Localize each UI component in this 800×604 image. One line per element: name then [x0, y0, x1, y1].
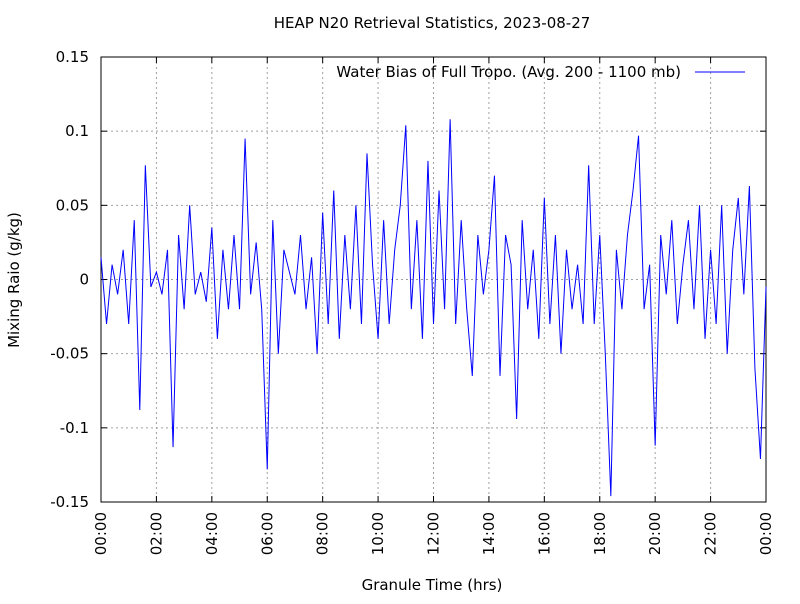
x-tick-label: 04:00	[203, 512, 221, 555]
x-tick-label: 06:00	[258, 512, 276, 555]
x-tick-label: 00:00	[92, 512, 110, 555]
y-tick-label: -0.15	[50, 493, 89, 511]
data-line	[100, 119, 767, 497]
x-tick-label: 10:00	[369, 512, 387, 555]
y-tick-label: -0.1	[60, 419, 89, 437]
x-tick-label: 20:00	[646, 512, 664, 555]
x-tick-label: 08:00	[314, 512, 332, 555]
legend-label: Water Bias of Full Tropo. (Avg. 200 - 11…	[336, 63, 681, 81]
x-tick-label: 02:00	[147, 512, 165, 555]
x-tick-label: 16:00	[535, 512, 553, 555]
y-tick-label: 0.05	[56, 196, 89, 214]
x-tick-label: 14:00	[480, 512, 498, 555]
x-axis-label: Granule Time (hrs)	[362, 576, 503, 594]
y-tick-label: -0.05	[50, 345, 89, 363]
y-tick-label: 0.15	[56, 48, 89, 66]
x-tick-label: 18:00	[591, 512, 609, 555]
x-tick-label: 12:00	[425, 512, 443, 555]
x-tick-label: 22:00	[702, 512, 720, 555]
y-tick-label: 0	[79, 271, 89, 289]
y-tick-label: 0.1	[65, 122, 89, 140]
y-axis-label: Mixing Raio (g/kg)	[5, 212, 23, 348]
x-tick-label: 00:00	[757, 512, 775, 555]
plot-frame	[100, 56, 767, 503]
chart-title: HEAP N20 Retrieval Statistics, 2023-08-2…	[274, 14, 591, 32]
